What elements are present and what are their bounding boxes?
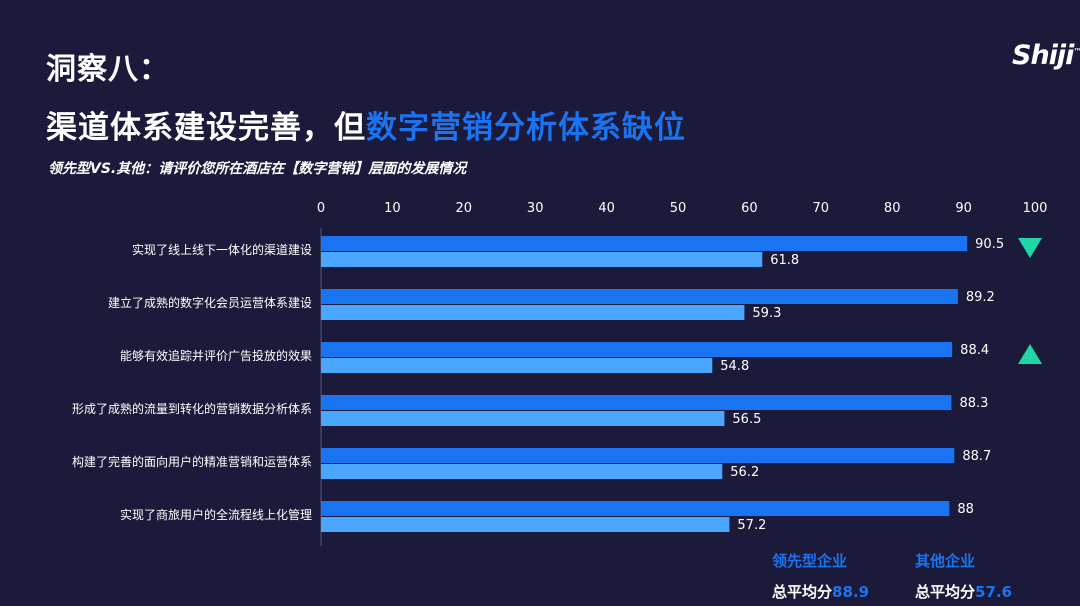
leader-bar xyxy=(321,395,952,410)
title-plain: 渠道体系建设完善，但 xyxy=(46,110,366,146)
x-tick-label: 10 xyxy=(384,201,401,216)
legend-other-average-value: 57.6 xyxy=(975,583,1013,601)
other-bar xyxy=(321,252,763,267)
title-accent: 数字营销分析体系缺位 xyxy=(366,110,686,146)
legend-leader-name: 领先型企业 xyxy=(772,552,848,570)
x-tick-label: 0 xyxy=(317,201,325,216)
x-tick-label: 100 xyxy=(1023,201,1048,216)
value-label: 88.3 xyxy=(959,396,988,411)
page-title: 渠道体系建设完善，但数字营销分析体系缺位 xyxy=(46,102,686,147)
leader-bar xyxy=(321,448,955,463)
triangle-up-icon xyxy=(1018,344,1042,364)
legend-other-name: 其他企业 xyxy=(915,552,976,570)
value-label: 56.2 xyxy=(730,465,759,480)
legend-other: 其他企业 总平均分57.6 xyxy=(915,550,1012,602)
other-bar xyxy=(321,411,725,426)
x-tick-label: 80 xyxy=(884,201,901,216)
other-bar xyxy=(321,305,745,320)
legend-leader-average-value: 88.9 xyxy=(832,583,870,601)
chart-subtitle: 领先型VS.其他：请评价您所在酒店在【数字营销】层面的发展情况 xyxy=(48,161,467,177)
x-tick-label: 40 xyxy=(598,201,615,216)
value-label: 56.5 xyxy=(732,412,761,427)
value-label: 90.5 xyxy=(975,237,1004,252)
x-tick-label: 50 xyxy=(670,201,687,216)
x-tick-label: 20 xyxy=(456,201,473,216)
category-label: 能够有效追踪并评价广告投放的效果 xyxy=(120,348,312,363)
category-label: 实现了线上线下一体化的渠道建设 xyxy=(132,242,312,257)
category-label: 建立了成熟的数字化会员运营体系建设 xyxy=(108,295,312,310)
value-label: 88.4 xyxy=(960,343,989,358)
leader-bar xyxy=(321,289,958,304)
legend-leader: 领先型企业 总平均分88.9 xyxy=(772,550,869,602)
leader-bar xyxy=(321,342,953,357)
x-tick-label: 30 xyxy=(527,201,544,216)
other-bar xyxy=(321,464,723,479)
triangle-down-icon xyxy=(1018,238,1042,258)
legend-leader-average: 总平均分88.9 xyxy=(772,583,870,601)
category-label: 形成了成熟的流量到转化的营销数据分析体系 xyxy=(72,401,312,416)
x-tick-label: 70 xyxy=(813,201,830,216)
value-label: 89.2 xyxy=(966,290,995,305)
category-label: 构建了完善的面向用户的精准营销和运营体系 xyxy=(72,454,312,469)
x-tick-label: 90 xyxy=(955,201,972,216)
value-label: 61.8 xyxy=(770,253,799,268)
leader-bar xyxy=(321,501,950,516)
other-bar xyxy=(321,517,730,532)
value-label: 88.7 xyxy=(962,449,991,464)
insight-heading: 洞察八： xyxy=(46,52,170,87)
x-tick-label: 60 xyxy=(741,201,758,216)
value-label: 88 xyxy=(957,502,974,517)
brand-logo: Shiji™ xyxy=(1012,40,1080,71)
value-label: 59.3 xyxy=(752,306,781,321)
leader-bar xyxy=(321,236,968,251)
category-label: 实现了商旅用户的全流程线上化管理 xyxy=(120,507,312,522)
value-label: 57.2 xyxy=(737,518,766,533)
bar-chart: 0 10 20 30 40 50 60 70 80 90 100 实现了线上线下一体化的渠道建设 90.… xyxy=(72,201,1048,546)
legend-other-average: 总平均分57.6 xyxy=(915,583,1013,601)
other-bar xyxy=(321,358,713,373)
value-label: 54.8 xyxy=(720,359,749,374)
